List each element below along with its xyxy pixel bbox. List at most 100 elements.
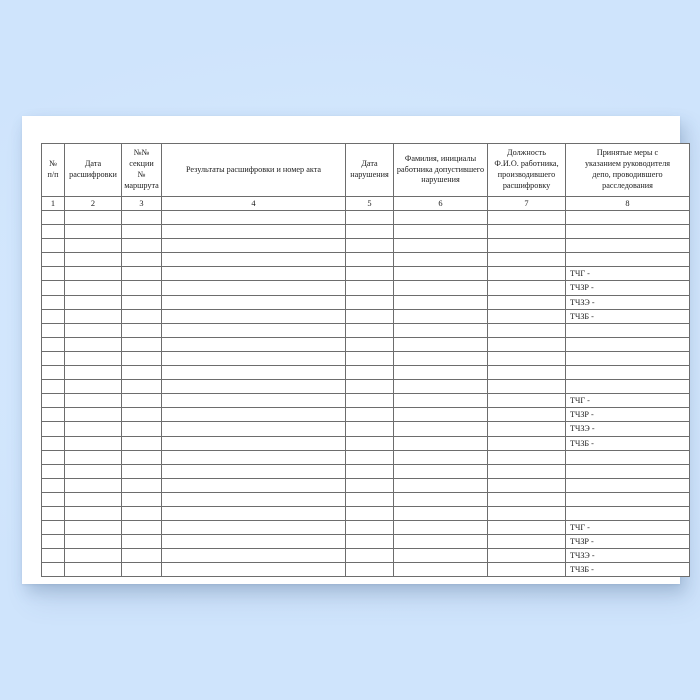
cell-r19-c5[interactable] [345, 463, 394, 479]
cell-r3-c7[interactable] [487, 238, 566, 254]
table-row[interactable]: ТЧЗР - [41, 280, 690, 296]
cell-r17-c4[interactable] [161, 435, 346, 451]
cell-r11-c3[interactable] [121, 350, 162, 367]
cell-r8-c2[interactable] [64, 308, 122, 324]
cell-r2-c4[interactable] [161, 224, 346, 240]
cell-r24-c8[interactable]: ТЧЗР - [565, 534, 690, 550]
cell-r25-c5[interactable] [345, 548, 394, 564]
cell-r18-c6[interactable] [393, 449, 488, 465]
cell-r7-c2[interactable] [64, 294, 122, 310]
cell-r26-c3[interactable] [121, 562, 162, 578]
cell-r17-c5[interactable] [345, 435, 394, 451]
cell-r1-c7[interactable] [487, 209, 566, 226]
cell-r16-c7[interactable] [487, 421, 566, 437]
cell-r21-c1[interactable] [41, 491, 65, 507]
cell-r5-c4[interactable] [161, 266, 346, 282]
cell-r6-c2[interactable] [64, 280, 122, 296]
table-row[interactable] [41, 252, 690, 268]
cell-r23-c4[interactable] [161, 520, 346, 536]
cell-r19-c2[interactable] [64, 463, 122, 479]
cell-r17-c3[interactable] [121, 435, 162, 451]
cell-r8-c7[interactable] [487, 308, 566, 324]
table-row[interactable]: ТЧЗР - [41, 407, 690, 423]
cell-r6-c5[interactable] [345, 280, 394, 296]
table-row[interactable] [41, 209, 690, 226]
table-row[interactable]: ТЧГ - [41, 393, 690, 409]
cell-r25-c3[interactable] [121, 548, 162, 564]
table-row[interactable]: ТЧЗР - [41, 534, 690, 550]
cell-r15-c6[interactable] [393, 407, 488, 423]
cell-r24-c5[interactable] [345, 534, 394, 550]
cell-r12-c6[interactable] [393, 365, 488, 381]
cell-r9-c3[interactable] [121, 322, 162, 338]
cell-r2-c1[interactable] [41, 224, 65, 240]
cell-r26-c6[interactable] [393, 562, 488, 578]
table-row[interactable]: ТЧЗЭ - [41, 294, 690, 310]
cell-r7-c8[interactable]: ТЧЗЭ - [565, 294, 690, 310]
table-row[interactable] [41, 322, 690, 338]
cell-r4-c4[interactable] [161, 252, 346, 268]
cell-r1-c4[interactable] [161, 209, 346, 226]
cell-r21-c5[interactable] [345, 491, 394, 507]
cell-r13-c5[interactable] [345, 379, 394, 395]
cell-r1-c5[interactable] [345, 209, 394, 226]
cell-r7-c6[interactable] [393, 294, 488, 310]
cell-r2-c8[interactable] [565, 224, 690, 240]
cell-r3-c8[interactable] [565, 238, 690, 254]
cell-r11-c4[interactable] [161, 350, 346, 367]
table-row[interactable]: ТЧЗБ - [41, 435, 690, 451]
cell-r19-c4[interactable] [161, 463, 346, 479]
cell-r4-c2[interactable] [64, 252, 122, 268]
cell-r2-c5[interactable] [345, 224, 394, 240]
cell-r8-c1[interactable] [41, 308, 65, 324]
cell-r14-c6[interactable] [393, 393, 488, 409]
cell-r18-c2[interactable] [64, 449, 122, 465]
cell-r18-c5[interactable] [345, 449, 394, 465]
cell-r25-c4[interactable] [161, 548, 346, 564]
cell-r17-c6[interactable] [393, 435, 488, 451]
cell-r12-c4[interactable] [161, 365, 346, 381]
cell-r17-c2[interactable] [64, 435, 122, 451]
cell-r15-c2[interactable] [64, 407, 122, 423]
cell-r16-c5[interactable] [345, 421, 394, 437]
cell-r11-c2[interactable] [64, 350, 122, 367]
cell-r5-c2[interactable] [64, 266, 122, 282]
cell-r25-c7[interactable] [487, 548, 566, 564]
cell-r20-c7[interactable] [487, 477, 566, 493]
cell-r16-c1[interactable] [41, 421, 65, 437]
cell-r24-c6[interactable] [393, 534, 488, 550]
cell-r12-c3[interactable] [121, 365, 162, 381]
cell-r12-c8[interactable] [565, 365, 690, 381]
cell-r9-c1[interactable] [41, 322, 65, 338]
cell-r24-c4[interactable] [161, 534, 346, 550]
cell-r25-c6[interactable] [393, 548, 488, 564]
table-row[interactable]: ТЧЗЭ - [41, 421, 690, 437]
cell-r14-c3[interactable] [121, 393, 162, 409]
cell-r23-c6[interactable] [393, 520, 488, 536]
cell-r5-c6[interactable] [393, 266, 488, 282]
cell-r1-c1[interactable] [41, 209, 65, 226]
cell-r12-c5[interactable] [345, 365, 394, 381]
cell-r11-c8[interactable] [565, 350, 690, 367]
table-row[interactable] [41, 505, 690, 522]
cell-r8-c8[interactable]: ТЧЗБ - [565, 308, 690, 324]
cell-r26-c8[interactable]: ТЧЗБ - [565, 562, 690, 578]
cell-r14-c8[interactable]: ТЧГ - [565, 393, 690, 409]
table-row[interactable] [41, 449, 690, 465]
cell-r3-c1[interactable] [41, 238, 65, 254]
cell-r18-c7[interactable] [487, 449, 566, 465]
cell-r13-c7[interactable] [487, 379, 566, 395]
cell-r20-c4[interactable] [161, 477, 346, 493]
cell-r8-c5[interactable] [345, 308, 394, 324]
cell-r6-c7[interactable] [487, 280, 566, 296]
cell-r18-c1[interactable] [41, 449, 65, 465]
cell-r11-c6[interactable] [393, 350, 488, 367]
cell-r11-c1[interactable] [41, 350, 65, 367]
cell-r14-c1[interactable] [41, 393, 65, 409]
cell-r10-c5[interactable] [345, 336, 394, 352]
cell-r23-c1[interactable] [41, 520, 65, 536]
table-row[interactable]: ТЧЗБ - [41, 308, 690, 324]
cell-r14-c4[interactable] [161, 393, 346, 409]
cell-r20-c3[interactable] [121, 477, 162, 493]
cell-r15-c7[interactable] [487, 407, 566, 423]
